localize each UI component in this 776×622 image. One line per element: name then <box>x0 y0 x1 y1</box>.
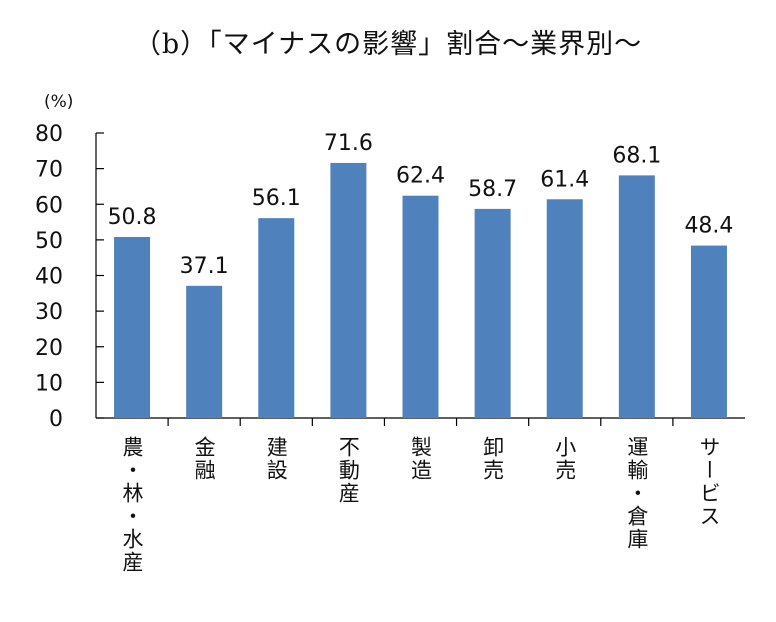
data-label: 37.1 <box>180 254 229 279</box>
y-tick-label: 0 <box>49 407 63 432</box>
y-tick-label: 70 <box>35 158 63 183</box>
category-label: サービス <box>696 436 721 528</box>
bar <box>618 175 655 418</box>
y-tick-label: 80 <box>35 122 63 147</box>
data-label: 58.7 <box>468 177 517 202</box>
bar <box>330 162 367 418</box>
category-label: 卸売 <box>480 436 505 482</box>
bar <box>402 195 439 418</box>
category-label: 製造 <box>408 436 433 482</box>
category-label: 農・林・水産 <box>120 436 145 574</box>
data-label: 61.4 <box>540 167 589 192</box>
data-label: 71.6 <box>324 131 373 156</box>
category-label: 建設 <box>264 436 289 482</box>
y-axis-unit: (%) <box>44 92 74 112</box>
bar <box>546 199 583 418</box>
y-tick-label: 30 <box>35 300 63 325</box>
category-label: 金融 <box>192 436 217 482</box>
data-label: 50.8 <box>108 205 157 230</box>
category-label: 不動産 <box>336 436 361 505</box>
bar <box>258 218 295 418</box>
bar <box>474 208 511 418</box>
category-label: 運輸・倉庫 <box>624 436 649 551</box>
y-tick-label: 60 <box>35 193 63 218</box>
y-tick-label: 50 <box>35 229 63 254</box>
data-label: 48.4 <box>684 214 733 239</box>
category-label: 小売 <box>552 436 577 482</box>
y-tick-label: 20 <box>35 336 63 361</box>
y-tick-label: 10 <box>35 371 63 396</box>
chart-title: （b）「マイナスの影響」割合～業界別～ <box>133 29 643 60</box>
y-tick-label: 40 <box>35 265 63 290</box>
data-label: 68.1 <box>612 143 661 168</box>
data-label: 56.1 <box>252 186 301 211</box>
data-label: 62.4 <box>396 164 445 189</box>
bar <box>186 285 223 418</box>
bar <box>690 245 727 418</box>
bar <box>114 237 151 418</box>
